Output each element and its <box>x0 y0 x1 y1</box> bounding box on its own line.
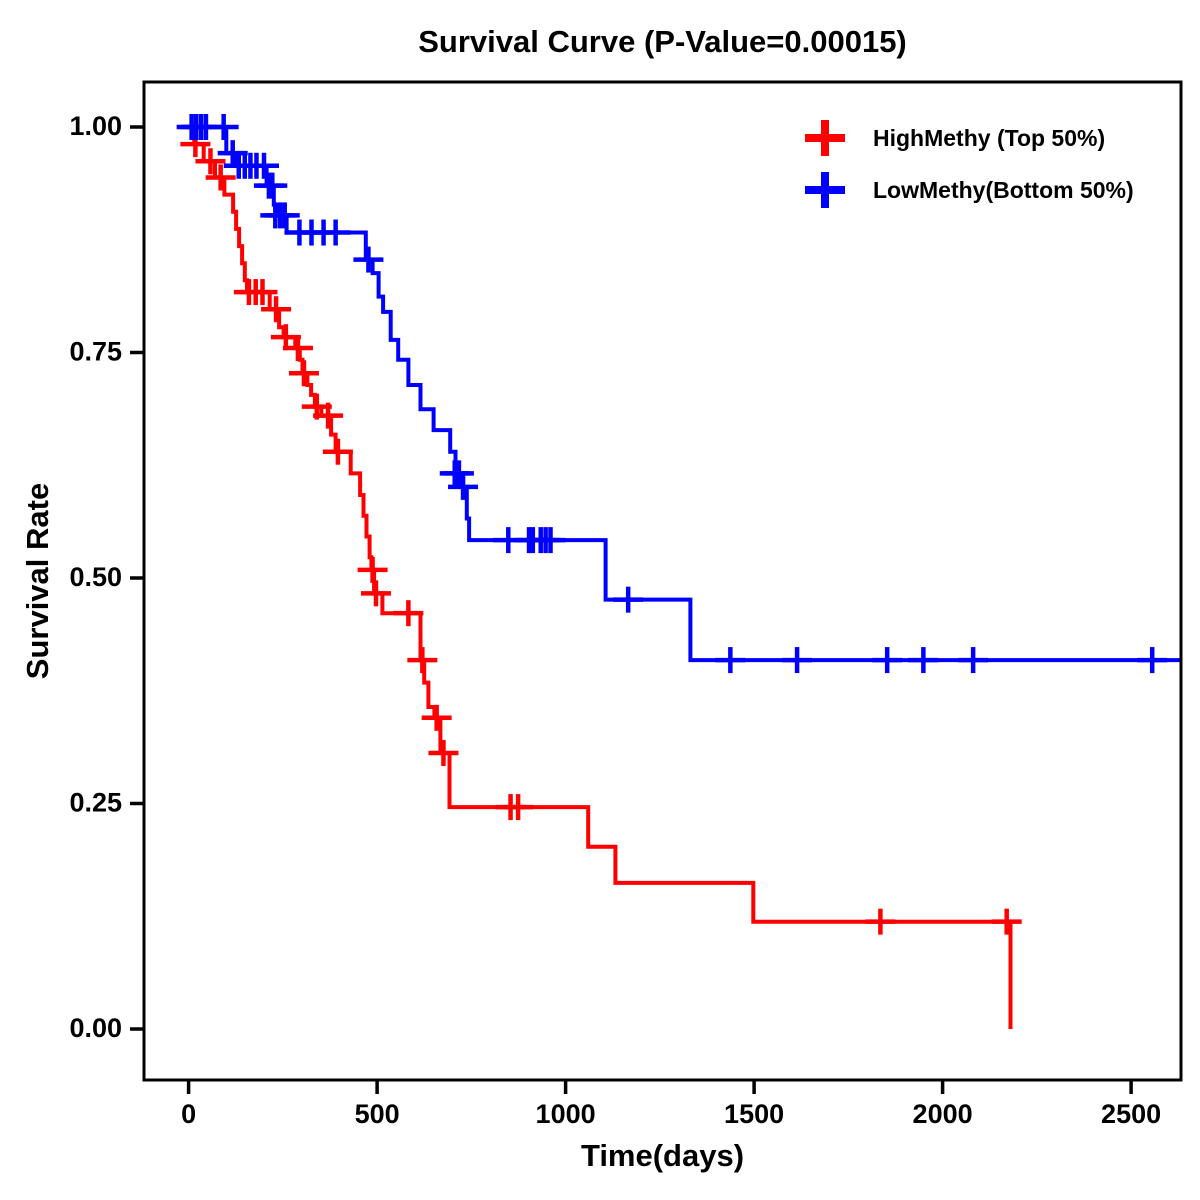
x-tick-label: 2500 <box>1101 1099 1161 1129</box>
x-tick-label: 1500 <box>724 1099 784 1129</box>
y-tick-label: 0.00 <box>69 1013 122 1043</box>
y-tick-label: 0.25 <box>69 788 122 818</box>
x-axis-title: Time(days) <box>580 1138 745 1173</box>
y-tick-label: 0.75 <box>69 337 122 367</box>
legend-item-lowmethy: LowMethy(Bottom 50%) <box>803 164 1134 216</box>
legend-label-highmethy: HighMethy (Top 50%) <box>873 124 1106 151</box>
plot-border <box>142 80 1183 1082</box>
legend: HighMethy (Top 50%) LowMethy(Bottom 50%) <box>803 112 1134 216</box>
plus-marker-icon-red <box>803 116 847 160</box>
y-tick-label: 1.00 <box>69 111 122 141</box>
chart-title: Survival Curve (P-Value=0.00015) <box>418 24 907 59</box>
x-tick-label: 1000 <box>536 1099 596 1129</box>
legend-label-lowmethy: LowMethy(Bottom 50%) <box>873 176 1134 203</box>
x-tick-label: 2000 <box>913 1099 973 1129</box>
survival-curve-0 <box>188 125 1013 1029</box>
plus-marker-icon-blue <box>803 168 847 212</box>
y-tick-label: 0.50 <box>69 562 122 592</box>
x-tick-label: 500 <box>355 1099 400 1129</box>
x-tick-label: 0 <box>181 1099 196 1129</box>
y-axis-title: Survival Rate <box>20 482 55 680</box>
legend-item-highmethy: HighMethy (Top 50%) <box>803 112 1134 164</box>
